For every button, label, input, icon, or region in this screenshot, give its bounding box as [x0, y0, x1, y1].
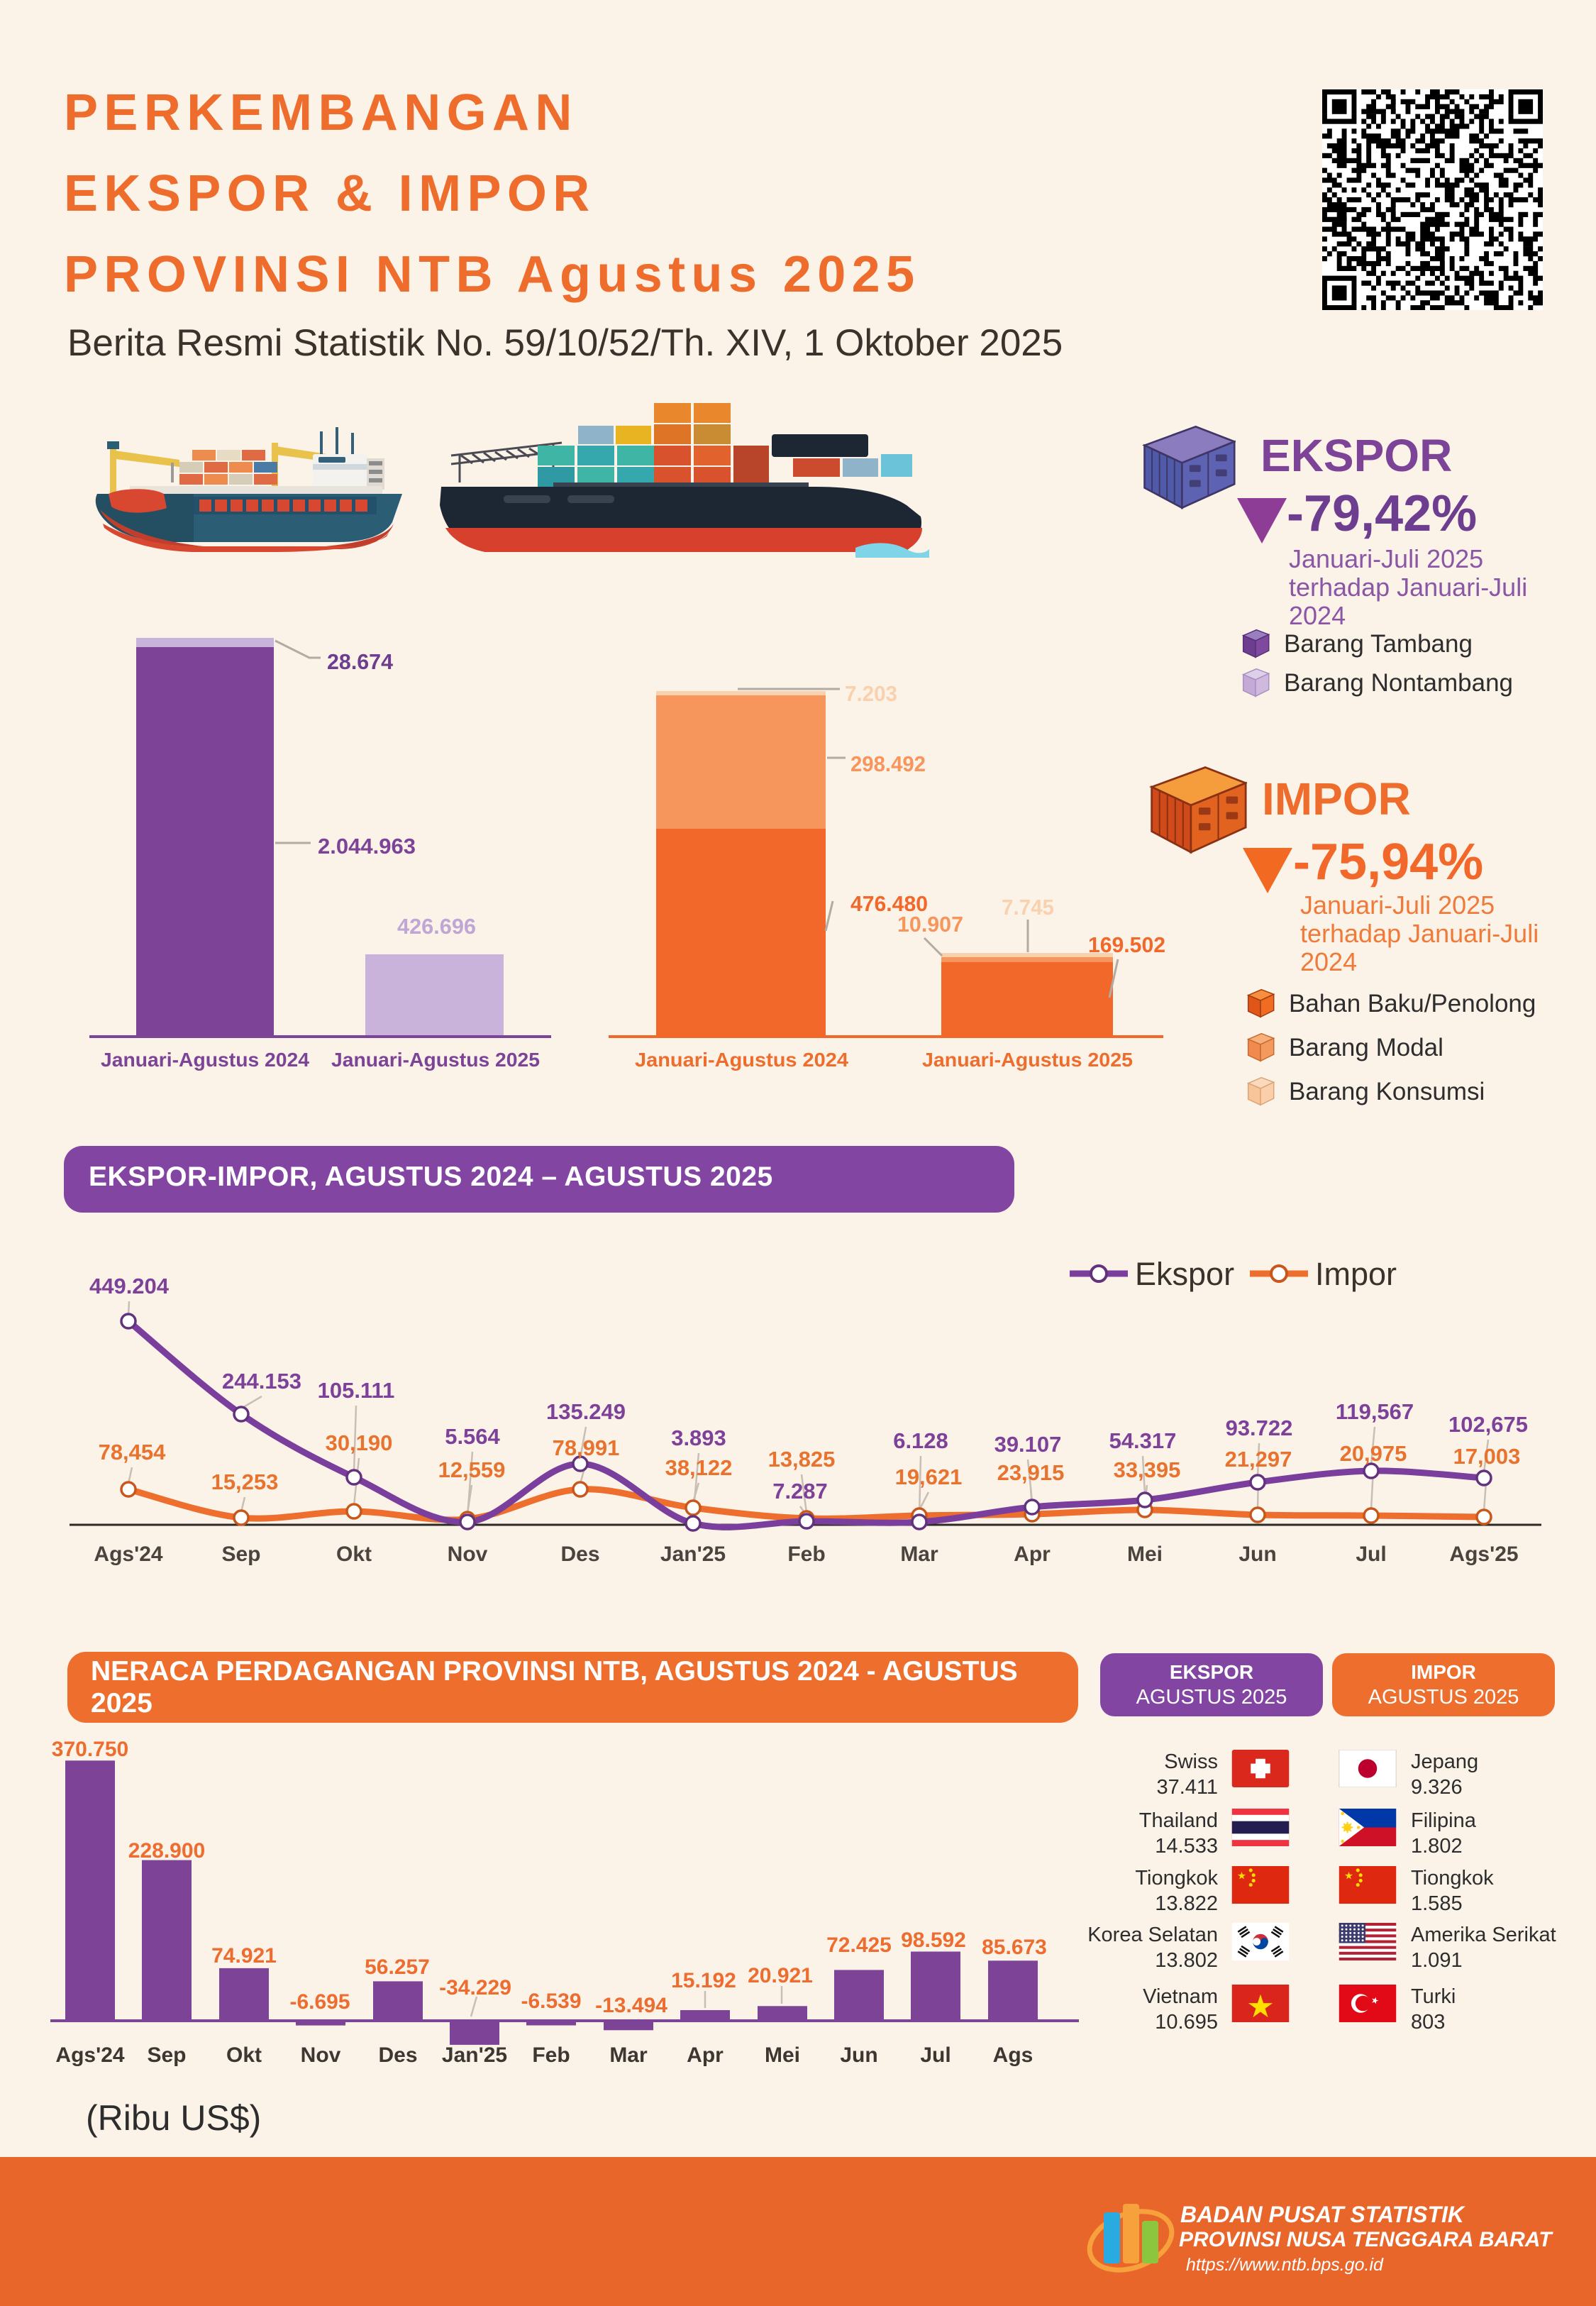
svg-text:Nov: Nov: [448, 1543, 488, 1566]
svg-text:38,122: 38,122: [665, 1455, 733, 1480]
svg-text:476.480: 476.480: [850, 891, 928, 916]
svg-text:102,675: 102,675: [1448, 1412, 1528, 1437]
svg-text:23,915: 23,915: [997, 1460, 1065, 1485]
svg-text:Okt: Okt: [226, 2043, 262, 2067]
svg-text:Januari-Agustus 2024: Januari-Agustus 2024: [101, 1049, 309, 1071]
svg-text:Impor: Impor: [1315, 1256, 1397, 1292]
svg-text:74.921: 74.921: [211, 1944, 277, 1968]
svg-text:72.425: 72.425: [826, 1933, 892, 1957]
svg-text:Nov: Nov: [301, 2043, 341, 2067]
svg-text:12,559: 12,559: [438, 1457, 506, 1482]
svg-text:Apr: Apr: [1014, 1543, 1051, 1566]
svg-text:2.044.963: 2.044.963: [318, 834, 416, 859]
svg-text:Mei: Mei: [1127, 1543, 1163, 1566]
svg-text:Ags'25: Ags'25: [1449, 1543, 1518, 1566]
svg-text:298.492: 298.492: [850, 751, 926, 776]
svg-text:15,253: 15,253: [211, 1469, 279, 1494]
svg-text:Sep: Sep: [147, 2043, 186, 2067]
svg-text:119,567: 119,567: [1336, 1399, 1414, 1424]
svg-text:Jan'25: Jan'25: [660, 1543, 726, 1566]
svg-text:3.893: 3.893: [671, 1425, 726, 1450]
svg-text:370.750: 370.750: [52, 1738, 128, 1761]
svg-text:7.287: 7.287: [772, 1479, 828, 1504]
svg-text:10.907: 10.907: [897, 912, 963, 937]
svg-text:Mei: Mei: [765, 2043, 800, 2067]
svg-text:6.128: 6.128: [893, 1428, 948, 1453]
svg-text:Jul: Jul: [920, 2043, 951, 2067]
svg-text:5.564: 5.564: [445, 1424, 500, 1449]
svg-text:93.722: 93.722: [1226, 1416, 1293, 1440]
svg-text:19,621: 19,621: [895, 1464, 963, 1489]
svg-text:98.592: 98.592: [901, 1929, 966, 1952]
svg-text:Des: Des: [378, 2043, 417, 2067]
svg-text:Okt: Okt: [336, 1543, 372, 1566]
svg-text:Ags'24: Ags'24: [94, 1543, 162, 1566]
svg-text:54.317: 54.317: [1109, 1428, 1177, 1453]
svg-text:135.249: 135.249: [546, 1399, 626, 1424]
svg-text:Des: Des: [560, 1543, 599, 1566]
svg-text:13,825: 13,825: [768, 1447, 836, 1472]
svg-text:39.107: 39.107: [994, 1432, 1062, 1457]
svg-text:Ekspor: Ekspor: [1135, 1256, 1234, 1292]
svg-text:105.111: 105.111: [318, 1378, 395, 1403]
svg-text:169.502: 169.502: [1088, 932, 1165, 957]
svg-text:-6.539: -6.539: [521, 1990, 581, 2013]
svg-text:28.674: 28.674: [327, 649, 394, 674]
svg-text:17,003: 17,003: [1453, 1444, 1521, 1469]
svg-text:56.257: 56.257: [365, 1955, 430, 1979]
svg-text:-13.494: -13.494: [595, 1994, 667, 2017]
svg-text:20,975: 20,975: [1340, 1441, 1407, 1466]
svg-text:33,395: 33,395: [1114, 1457, 1181, 1482]
svg-text:-6.695: -6.695: [289, 1990, 350, 2014]
svg-text:Feb: Feb: [532, 2043, 570, 2067]
svg-text:426.696: 426.696: [397, 914, 476, 939]
svg-text:Sep: Sep: [221, 1543, 260, 1566]
svg-text:Mar: Mar: [609, 2043, 648, 2067]
svg-text:21,297: 21,297: [1225, 1447, 1292, 1472]
svg-text:15.192: 15.192: [671, 1969, 736, 1992]
svg-text:20.921: 20.921: [748, 1964, 813, 1987]
svg-text:Ags'24: Ags'24: [55, 2043, 124, 2067]
svg-text:Ags: Ags: [993, 2043, 1033, 2067]
svg-text:85.673: 85.673: [982, 1936, 1047, 1959]
svg-text:228.900: 228.900: [128, 1839, 205, 1863]
svg-text:Januari-Agustus 2025: Januari-Agustus 2025: [922, 1049, 1133, 1071]
svg-text:78,454: 78,454: [99, 1440, 167, 1464]
svg-text:Jun: Jun: [1238, 1543, 1276, 1566]
svg-text:Mar: Mar: [900, 1543, 938, 1566]
svg-text:Feb: Feb: [787, 1543, 825, 1566]
svg-text:Jan'25: Jan'25: [442, 2043, 507, 2067]
svg-text:-34.229: -34.229: [439, 1976, 511, 1999]
svg-text:78,991: 78,991: [553, 1435, 620, 1460]
svg-text:7.203: 7.203: [845, 681, 897, 706]
svg-text:Jul: Jul: [1356, 1543, 1386, 1566]
svg-text:244.153: 244.153: [222, 1369, 301, 1394]
svg-text:Jun: Jun: [840, 2043, 877, 2067]
svg-text:7.745: 7.745: [1002, 895, 1054, 920]
svg-text:Januari-Agustus 2024: Januari-Agustus 2024: [635, 1049, 848, 1071]
svg-text:30,190: 30,190: [326, 1430, 393, 1455]
svg-text:Januari-Agustus 2025: Januari-Agustus 2025: [331, 1049, 540, 1071]
svg-text:449.204: 449.204: [89, 1274, 170, 1298]
svg-text:Apr: Apr: [687, 2043, 724, 2067]
